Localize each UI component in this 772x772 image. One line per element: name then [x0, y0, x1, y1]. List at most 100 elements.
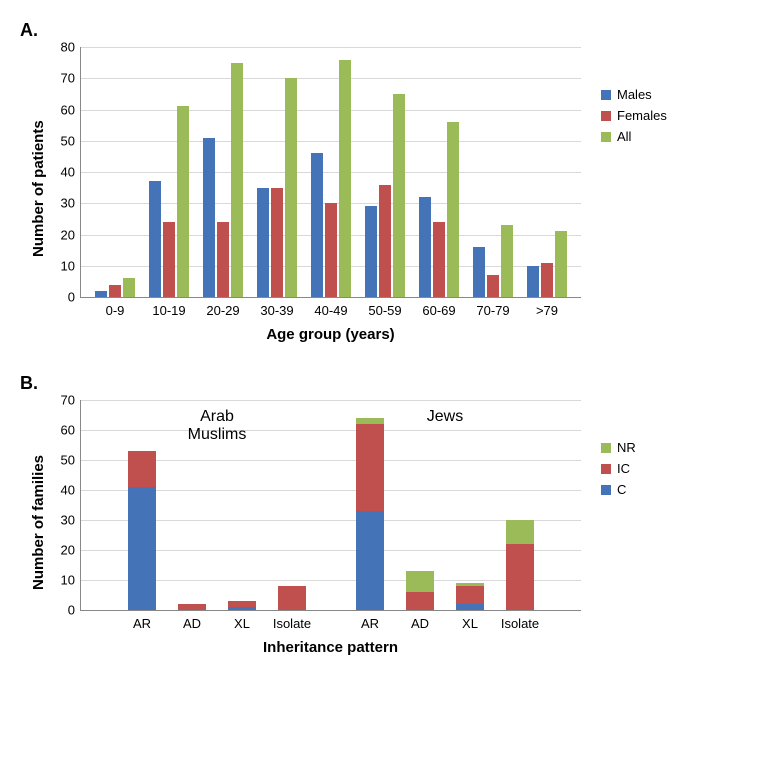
legend-label: Females: [617, 108, 667, 123]
xtick-label: AD: [411, 610, 429, 631]
stacked-bar-segment: [356, 424, 384, 511]
bar: [393, 94, 405, 297]
bar: [257, 188, 269, 297]
legend-item: All: [601, 129, 667, 144]
gridline: [81, 490, 581, 491]
panel-b-y-axis-label: Number of families: [30, 455, 47, 590]
panel-b-legend: NR IC C: [601, 440, 636, 503]
legend-item: C: [601, 482, 636, 497]
panel-a-plot: 010203040506070800-910-1920-2930-3940-49…: [80, 47, 581, 298]
bar: [365, 206, 377, 297]
bar: [163, 222, 175, 297]
legend-item: Males: [601, 87, 667, 102]
legend-item: IC: [601, 461, 636, 476]
xtick-label: 20-29: [206, 297, 239, 318]
bar: [217, 222, 229, 297]
stacked-bar-segment: [406, 571, 434, 592]
xtick-label: 50-59: [368, 297, 401, 318]
ytick-label: 20: [61, 543, 81, 558]
legend-swatch: [601, 111, 611, 121]
ytick-label: 30: [61, 196, 81, 211]
panel-a: A. Number of patients 010203040506070800…: [20, 20, 752, 343]
gridline: [81, 47, 581, 48]
gridline: [81, 78, 581, 79]
ytick-label: 50: [61, 453, 81, 468]
bar: [487, 275, 499, 297]
panel-a-y-axis-label: Number of patients: [30, 120, 47, 257]
xtick-label: 40-49: [314, 297, 347, 318]
gridline: [81, 110, 581, 111]
xtick-label: >79: [536, 297, 558, 318]
bar: [419, 197, 431, 297]
legend-swatch: [601, 132, 611, 142]
xtick-label: XL: [234, 610, 250, 631]
ytick-label: 80: [61, 40, 81, 55]
ytick-label: 10: [61, 573, 81, 588]
gridline: [81, 141, 581, 142]
bar: [555, 231, 567, 297]
panel-b-chart-wrap: Number of families 010203040506070ArabMu…: [20, 400, 752, 656]
bar: [433, 222, 445, 297]
bar: [501, 225, 513, 297]
legend-label: C: [617, 482, 626, 497]
stacked-bar-segment: [228, 601, 256, 607]
xtick-label: AR: [361, 610, 379, 631]
xtick-label: 10-19: [152, 297, 185, 318]
ytick-label: 0: [68, 603, 81, 618]
ytick-label: 60: [61, 102, 81, 117]
xtick-label: Isolate: [273, 610, 311, 631]
ytick-label: 70: [61, 71, 81, 86]
panel-b-chart-area: Number of families 010203040506070ArabMu…: [20, 400, 581, 656]
gridline: [81, 460, 581, 461]
gridline: [81, 172, 581, 173]
gridline: [81, 430, 581, 431]
bar: [541, 263, 553, 297]
bar: [379, 185, 391, 298]
stacked-bar-segment: [506, 520, 534, 544]
legend-label: IC: [617, 461, 630, 476]
xtick-label: Isolate: [501, 610, 539, 631]
bar: [123, 278, 135, 297]
legend-item: NR: [601, 440, 636, 455]
panel-a-chart-area: Number of patients 010203040506070800-91…: [20, 47, 581, 343]
bar: [149, 181, 161, 297]
bar: [339, 60, 351, 298]
panel-b-plot: 010203040506070ArabMuslimsARADXLIsolateJ…: [80, 400, 581, 611]
bar: [325, 203, 337, 297]
ytick-label: 10: [61, 258, 81, 273]
legend-item: Females: [601, 108, 667, 123]
stacked-bar-segment: [506, 544, 534, 610]
stacked-bar-segment: [456, 583, 484, 586]
bar: [447, 122, 459, 297]
legend-swatch: [601, 464, 611, 474]
bar: [527, 266, 539, 297]
stacked-bar-segment: [456, 586, 484, 604]
ytick-label: 70: [61, 393, 81, 408]
legend-label: NR: [617, 440, 636, 455]
group-label: ArabMuslims: [177, 408, 257, 444]
ytick-label: 40: [61, 165, 81, 180]
legend-swatch: [601, 485, 611, 495]
gridline: [81, 400, 581, 401]
xtick-label: AR: [133, 610, 151, 631]
xtick-label: 60-69: [422, 297, 455, 318]
stacked-bar-segment: [356, 418, 384, 424]
xtick-label: AD: [183, 610, 201, 631]
bar: [285, 78, 297, 297]
legend-label: All: [617, 129, 631, 144]
group-label: Jews: [405, 408, 485, 426]
ytick-label: 0: [68, 290, 81, 305]
bar: [231, 63, 243, 297]
stacked-bar-segment: [278, 586, 306, 610]
bar: [473, 247, 485, 297]
ytick-label: 20: [61, 227, 81, 242]
panel-a-legend: Males Females All: [601, 87, 667, 150]
panel-a-x-axis-label: Age group (years): [80, 326, 581, 343]
legend-swatch: [601, 443, 611, 453]
ytick-label: 40: [61, 483, 81, 498]
bar: [177, 106, 189, 297]
panel-a-chart-wrap: Number of patients 010203040506070800-91…: [20, 47, 752, 343]
xtick-label: 70-79: [476, 297, 509, 318]
legend-label: Males: [617, 87, 652, 102]
stacked-bar-segment: [128, 487, 156, 610]
